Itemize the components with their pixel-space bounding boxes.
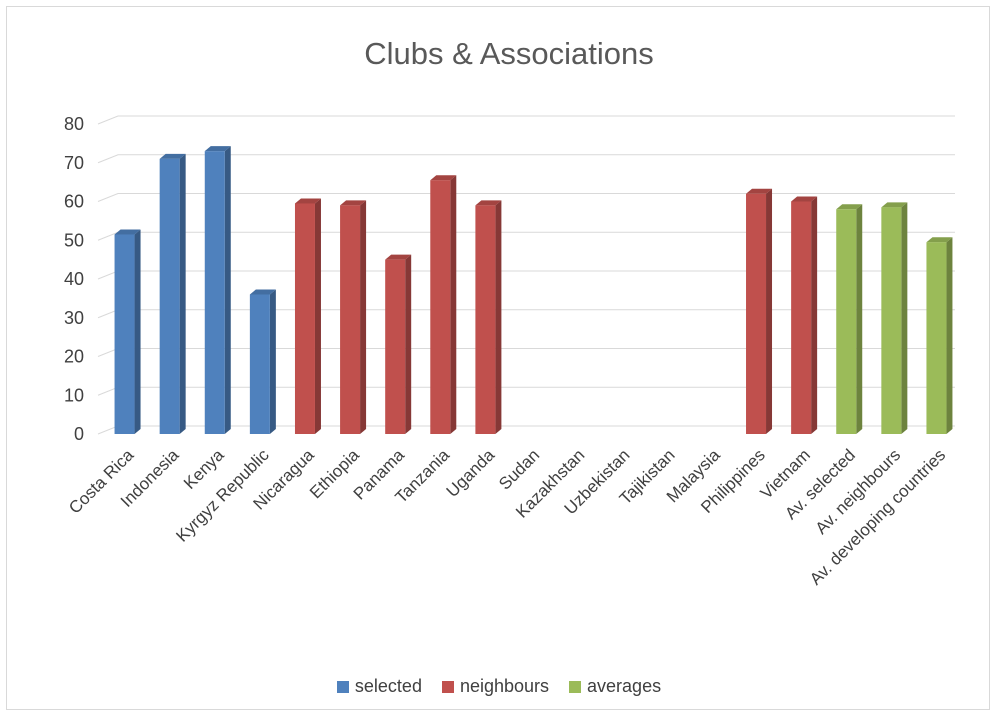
bar-front-face [746,193,767,434]
y-tick-label: 80 [64,114,84,134]
bar-front-face [249,294,270,434]
bar-averages [926,237,953,434]
bar-top-face [159,153,186,159]
bar-front-face [385,259,406,434]
bar-neighbours [475,200,502,434]
bar-top-face [881,202,908,208]
bar-side-face [224,146,231,434]
bar-neighbours [430,175,457,434]
bar-side-face [314,198,321,434]
bar-top-face [746,188,773,194]
bar-top-face [385,254,412,260]
legend-item-selected: selected [336,676,422,697]
legend-swatch [336,681,349,693]
bar-top-face [836,204,863,210]
legend-label: neighbours [459,676,550,696]
y-tick-label: 40 [64,269,84,289]
bar-neighbours [746,188,773,434]
x-tick-label: Uganda [443,445,499,501]
bar-top-face [340,200,367,206]
bar-neighbours [294,198,321,434]
bar-front-face [926,242,947,434]
bar-selected [204,146,231,434]
legend-item-neighbours: neighbours [441,676,550,697]
bar-averages [836,204,863,434]
bar-averages [881,202,908,434]
chart-title: Clubs & Associations [364,36,653,71]
bar-neighbours [385,254,412,434]
bar-side-face [901,202,908,434]
gridline [97,115,955,125]
bar-side-face [179,153,186,434]
bar-neighbours [791,196,818,434]
bar-side-face [495,200,502,434]
bar-neighbours [340,200,367,434]
y-tick-label: 60 [64,192,84,212]
legend-label: selected [354,676,422,696]
bar-front-face [791,201,812,434]
bar-top-face [204,146,231,152]
bar-top-face [791,196,818,202]
bar-selected [114,229,141,434]
bar-front-face [881,207,902,434]
bar-top-face [475,200,502,206]
bar-front-face [340,205,361,434]
gridline [97,193,955,202]
bar-front-face [836,209,857,434]
bar-front-face [114,234,135,434]
chart-legend: selected neighbours averages [0,676,998,697]
bar-side-face [856,204,863,434]
bar-selected [159,153,186,434]
y-tick-label: 20 [64,347,84,367]
bar-side-face [134,229,141,434]
bar-top-face [249,289,276,295]
y-tick-label: 50 [64,230,84,250]
bar-top-face [926,237,953,243]
bar-side-face [450,175,457,434]
bar-front-face [294,203,315,434]
bar-side-face [405,254,412,434]
bar-side-face [766,188,773,434]
y-tick-label: 0 [74,424,84,444]
legend-swatch [569,681,582,693]
bar-front-face [204,151,225,434]
legend-swatch [441,681,454,693]
bar-side-face [269,289,276,434]
bar-front-face [159,158,180,434]
bar-top-face [294,198,321,204]
y-tick-label: 10 [64,385,84,405]
bar-front-face [475,205,496,434]
bar-side-face [946,237,953,434]
y-tick-label: 30 [64,308,84,328]
bar-side-face [811,196,818,434]
bar-top-face [114,229,141,235]
y-tick-label: 70 [64,153,84,173]
bar-side-face [360,200,367,434]
gridline [97,154,955,164]
legend-label: averages [587,676,662,696]
bar-top-face [430,175,457,181]
legend-item-averages: averages [569,676,661,697]
bar-selected [249,289,276,434]
bar-front-face [430,180,451,434]
